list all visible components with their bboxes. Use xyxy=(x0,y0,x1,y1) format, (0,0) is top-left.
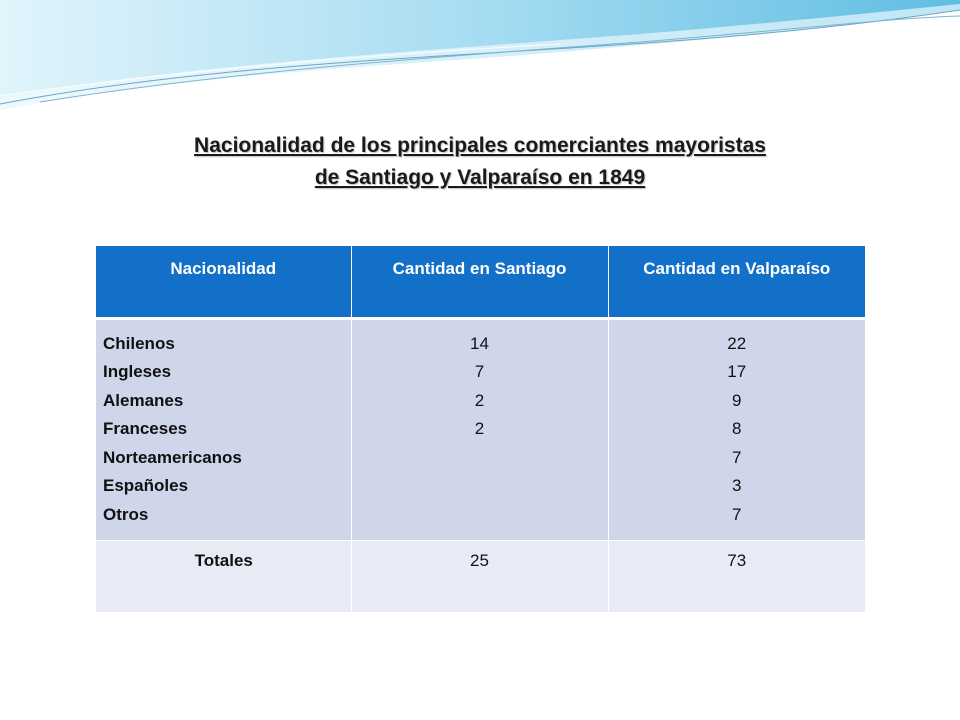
list-item: Chilenos xyxy=(103,333,175,353)
nationality-cell: Chilenos Ingleses Alemanes Franceses Nor… xyxy=(96,316,352,540)
totals-label: Totales xyxy=(96,539,352,612)
title-line-1: Nacionalidad de los principales comercia… xyxy=(194,134,766,157)
totals-santiago: 25 xyxy=(351,539,609,612)
list-item: 8 xyxy=(732,419,742,438)
table-header-row: Nacionalidad Cantidad en Santiago Cantid… xyxy=(96,246,865,318)
header-nacionalidad: Nacionalidad xyxy=(96,246,352,318)
list-item: 17 xyxy=(727,362,747,381)
list-item: Otros xyxy=(103,504,149,524)
header-santiago: Cantidad en Santiago xyxy=(351,246,609,318)
list-item: Ingleses xyxy=(103,362,172,381)
list-item: 7 xyxy=(732,504,742,524)
list-item: 2 xyxy=(474,419,485,438)
list-item: Norteamericanos xyxy=(103,447,242,467)
list-item: 2 xyxy=(474,390,485,410)
table-row: Chilenos Ingleses Alemanes Franceses Nor… xyxy=(96,316,865,540)
list-item: 22 xyxy=(727,333,747,353)
header-valparaiso: Cantidad en Valparaíso xyxy=(608,246,865,318)
merchants-table: Nacionalidad Cantidad en Santiago Cantid… xyxy=(96,246,865,612)
valparaiso-cell: 22 17 9 8 7 3 7 xyxy=(608,316,865,540)
list-item: 7 xyxy=(732,447,742,467)
totals-row: Totales 25 73 xyxy=(96,539,865,612)
list-item: 14 xyxy=(470,333,489,353)
list-item: 9 xyxy=(732,390,742,410)
title-line-2: de Santiago y Valparaíso en 1849 xyxy=(314,166,646,189)
list-item: 3 xyxy=(732,476,742,495)
page-title: Nacionalidad de los principales comercia… xyxy=(0,130,960,194)
totals-valparaiso: 73 xyxy=(608,539,865,612)
list-item: 7 xyxy=(474,362,485,381)
list-item: Franceses xyxy=(103,419,188,438)
list-item: Alemanes xyxy=(103,390,184,410)
list-item: Españoles xyxy=(103,476,189,495)
wave-decoration xyxy=(0,0,960,110)
santiago-cell: 14 7 2 2 xyxy=(351,316,609,540)
